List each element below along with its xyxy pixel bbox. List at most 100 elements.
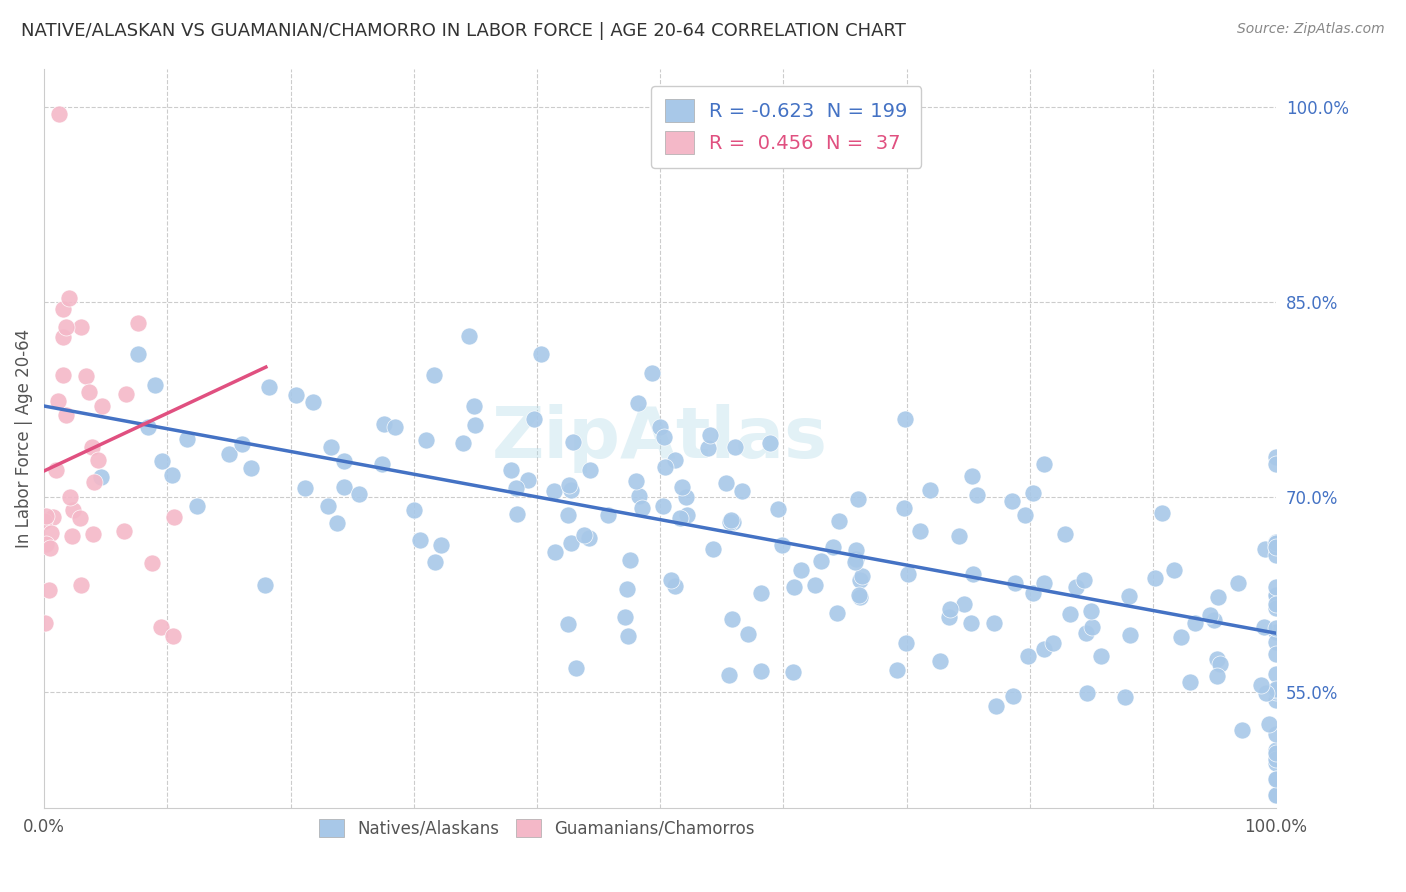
Point (1265, 789, 1288, 803)
Point (641, 366, 664, 380)
Point (1199, 608, 1222, 623)
Point (1114, 690, 1136, 705)
Point (150, 454, 173, 468)
Point (578, 532, 600, 546)
Point (617, 629, 640, 643)
Point (845, 543, 868, 558)
Point (929, 654, 952, 668)
Point (1265, 772, 1288, 786)
Point (415, 433, 437, 447)
Point (1064, 580, 1087, 594)
Point (1074, 626, 1097, 640)
Point (347, 487, 370, 501)
Point (464, 418, 486, 433)
Point (60, 529, 83, 543)
Point (984, 699, 1007, 714)
Point (825, 606, 848, 620)
Point (766, 501, 789, 516)
Point (1226, 576, 1249, 591)
Point (751, 664, 773, 678)
Point (239, 460, 262, 475)
Point (69, 510, 91, 524)
Point (676, 508, 699, 523)
Point (1265, 588, 1288, 602)
Point (1033, 458, 1056, 472)
Point (162, 629, 184, 643)
Point (939, 602, 962, 616)
Point (257, 379, 280, 393)
Point (463, 400, 485, 414)
Point (1206, 590, 1229, 604)
Point (39, 541, 62, 555)
Point (960, 469, 983, 483)
Point (596, 508, 619, 523)
Point (664, 578, 686, 592)
Point (983, 615, 1005, 630)
Point (1206, 652, 1229, 666)
Point (1265, 536, 1288, 550)
Point (557, 617, 579, 632)
Point (714, 476, 737, 491)
Point (671, 480, 693, 494)
Point (62, 503, 84, 517)
Point (751, 585, 773, 599)
Point (953, 598, 976, 612)
Point (1017, 648, 1039, 663)
Point (630, 501, 652, 516)
Point (1178, 674, 1201, 689)
Point (218, 447, 240, 461)
Point (731, 483, 754, 498)
Point (966, 487, 988, 501)
Point (1080, 604, 1102, 618)
Point (1265, 540, 1288, 554)
Point (332, 454, 354, 468)
Point (960, 615, 983, 630)
Point (1256, 686, 1278, 700)
Point (810, 554, 832, 568)
Point (845, 552, 868, 566)
Point (849, 574, 872, 588)
Point (560, 536, 582, 550)
Point (718, 668, 741, 682)
Point (557, 477, 579, 491)
Point (1265, 756, 1288, 771)
Point (648, 420, 671, 434)
Point (697, 441, 720, 455)
Point (499, 463, 522, 477)
Point (1002, 689, 1025, 703)
Point (75, 369, 97, 384)
Point (253, 578, 276, 592)
Point (1265, 692, 1288, 706)
Legend: Natives/Alaskans, Guamanians/Chamorros: Natives/Alaskans, Guamanians/Chamorros (312, 813, 762, 845)
Point (1230, 723, 1253, 737)
Point (1265, 634, 1288, 648)
Point (321, 440, 343, 454)
Point (55, 408, 77, 422)
Point (1257, 717, 1279, 731)
Point (1022, 586, 1045, 600)
Point (326, 516, 349, 531)
Point (176, 432, 198, 446)
Point (1265, 589, 1288, 603)
Point (616, 582, 638, 596)
Point (1265, 685, 1288, 699)
Point (423, 368, 446, 382)
Point (948, 529, 970, 543)
Point (659, 573, 682, 587)
Point (48, 107, 70, 121)
Point (1119, 627, 1142, 641)
Point (908, 524, 931, 538)
Point (284, 388, 307, 402)
Point (35, 508, 58, 523)
Point (55, 319, 77, 334)
Point (45, 463, 67, 477)
Point (59, 490, 82, 504)
Point (562, 434, 585, 449)
Point (619, 553, 641, 567)
Point (723, 515, 745, 529)
Point (90, 470, 112, 484)
Point (530, 347, 553, 361)
Point (1059, 607, 1081, 621)
Text: Source: ZipAtlas.com: Source: ZipAtlas.com (1237, 22, 1385, 37)
Point (1265, 789, 1288, 803)
